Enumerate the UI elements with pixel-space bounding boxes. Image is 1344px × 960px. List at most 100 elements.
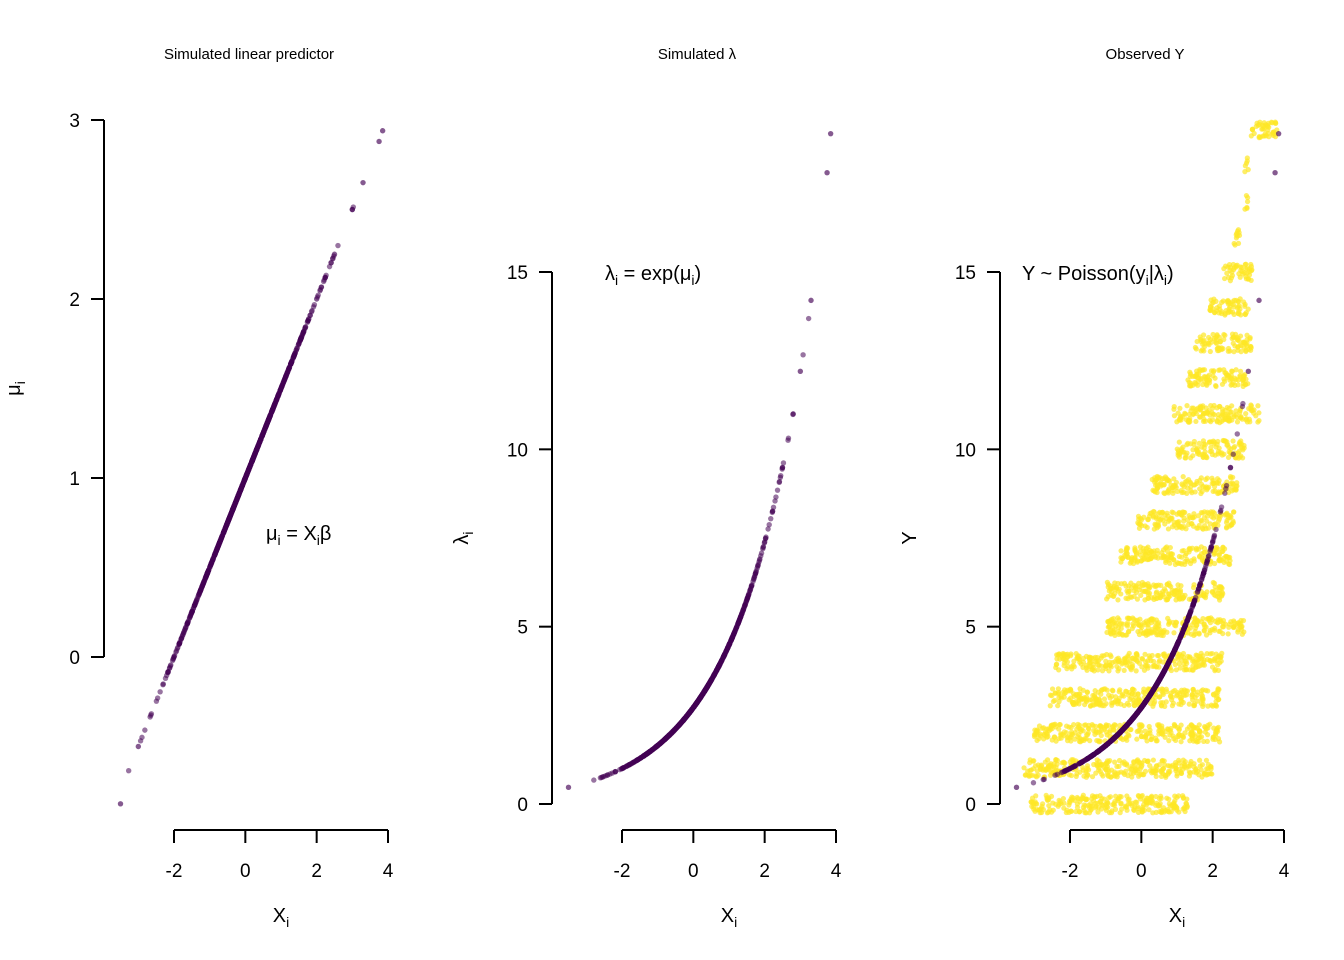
data-point xyxy=(379,128,386,134)
observed-point xyxy=(1210,488,1216,494)
observed-point xyxy=(1153,629,1159,636)
observed-point xyxy=(1197,763,1203,769)
observed-point xyxy=(1027,772,1034,779)
data-point xyxy=(565,784,572,791)
observed-point xyxy=(1131,702,1137,708)
data-point xyxy=(708,676,715,683)
observed-point xyxy=(1136,759,1142,765)
observed-point xyxy=(1178,739,1184,745)
observed-point xyxy=(1061,805,1067,811)
observed-point xyxy=(1113,585,1119,591)
observed-point xyxy=(1163,774,1169,780)
observed-point xyxy=(1225,631,1231,637)
data-point xyxy=(697,695,703,701)
y-axis-label: λi​ xyxy=(451,531,476,544)
observed-point xyxy=(1186,411,1192,417)
observed-point xyxy=(1226,306,1232,312)
observed-point xyxy=(1248,347,1254,353)
observed-point xyxy=(1213,703,1220,709)
observed-point xyxy=(1192,408,1198,415)
observed-point xyxy=(1119,692,1125,699)
observed-point xyxy=(1233,408,1239,414)
data-point xyxy=(731,630,738,636)
observed-point xyxy=(1110,593,1116,599)
data-point xyxy=(677,721,683,727)
observed-point xyxy=(1238,368,1244,374)
observed-point xyxy=(1170,487,1176,493)
observed-point xyxy=(1190,453,1196,459)
observed-point xyxy=(1053,738,1059,744)
observed-point xyxy=(1021,765,1027,771)
observed-point xyxy=(1244,270,1250,276)
observed-point xyxy=(1115,597,1121,603)
observed-point xyxy=(1104,596,1110,602)
observed-point xyxy=(1068,808,1074,814)
observed-point xyxy=(1186,701,1192,707)
data-point xyxy=(766,522,772,528)
data-point xyxy=(209,559,215,565)
x-tick-label: 2 xyxy=(311,861,322,882)
observed-point xyxy=(1201,662,1208,668)
observed-point xyxy=(1109,687,1116,693)
observed-point xyxy=(1260,122,1266,128)
observed-point xyxy=(1197,405,1203,412)
observed-point xyxy=(1204,509,1210,515)
observed-point xyxy=(1190,382,1196,388)
observed-point xyxy=(1106,623,1113,629)
observed-point xyxy=(1173,667,1179,673)
observed-point xyxy=(1238,414,1244,420)
observed-point xyxy=(1224,524,1230,530)
observed-point xyxy=(1136,697,1143,704)
observed-point xyxy=(1040,806,1047,813)
observed-point xyxy=(1209,451,1216,458)
observed-point xyxy=(1066,724,1072,730)
observed-point xyxy=(1202,418,1208,424)
observed-point xyxy=(1068,772,1075,779)
observed-point xyxy=(1191,482,1197,488)
observed-point xyxy=(1208,402,1214,409)
observed-point xyxy=(1179,548,1185,554)
data-point xyxy=(376,138,382,145)
data-point xyxy=(142,727,148,733)
data-point xyxy=(360,179,366,186)
observed-point xyxy=(1191,558,1197,564)
data-point xyxy=(293,347,300,353)
x-axis-label: Xi​ xyxy=(1169,905,1185,930)
observed-point xyxy=(1076,701,1082,707)
observed-point xyxy=(1159,725,1165,732)
observed-point xyxy=(1136,793,1142,799)
observed-point xyxy=(1191,632,1197,639)
observed-point xyxy=(1223,519,1230,526)
observed-point xyxy=(1137,544,1144,550)
observed-point xyxy=(1158,703,1165,709)
observed-point xyxy=(1070,701,1077,708)
observed-point xyxy=(1236,448,1242,455)
observed-point xyxy=(1197,757,1203,763)
observed-point xyxy=(1115,624,1122,631)
x-tick-label: 0 xyxy=(1136,861,1147,882)
observed-point xyxy=(1191,688,1197,695)
observed-point xyxy=(1229,522,1235,528)
observed-point xyxy=(1212,732,1219,738)
observed-point xyxy=(1141,772,1147,778)
observed-point xyxy=(1193,660,1199,666)
data-point xyxy=(1054,771,1061,778)
observed-point xyxy=(1098,655,1104,661)
observed-point xyxy=(1118,559,1124,565)
observed-point xyxy=(1194,618,1200,624)
observed-point xyxy=(1103,729,1109,735)
observed-point xyxy=(1123,583,1129,589)
observed-point xyxy=(1093,770,1099,776)
observed-point xyxy=(1166,738,1172,744)
observed-point xyxy=(1112,694,1119,700)
data-point xyxy=(633,758,639,764)
observed-point xyxy=(1169,509,1175,515)
observed-point xyxy=(1131,623,1137,629)
observed-point xyxy=(1217,420,1223,426)
data-point xyxy=(742,602,748,609)
observed-point xyxy=(1172,622,1178,628)
observed-point xyxy=(1118,548,1124,554)
observed-point xyxy=(1214,544,1220,551)
observed-point xyxy=(1231,412,1237,418)
observed-point xyxy=(1207,377,1213,383)
